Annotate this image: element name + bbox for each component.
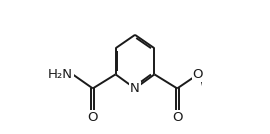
Text: O: O <box>193 68 203 81</box>
Text: N: N <box>130 82 140 95</box>
Text: O: O <box>172 111 183 124</box>
Text: O: O <box>87 111 98 124</box>
Text: H₂N: H₂N <box>48 68 73 81</box>
